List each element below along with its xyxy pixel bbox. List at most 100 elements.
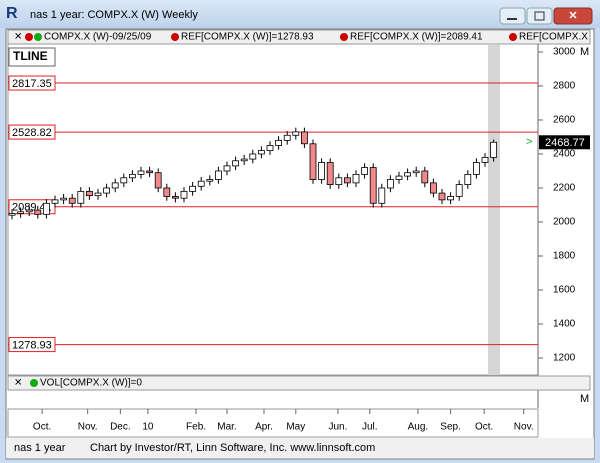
candle-body <box>34 209 42 215</box>
y-tick-label: 2000 <box>553 217 576 228</box>
ref-label-box <box>8 124 56 140</box>
x-tick-label: 10 <box>142 422 154 433</box>
candle-body <box>25 209 33 213</box>
cursor-band <box>488 45 500 375</box>
candle-body <box>481 156 489 163</box>
candle-body <box>300 131 308 145</box>
candle-body <box>17 211 25 214</box>
y-tick-label: 1400 <box>553 319 576 330</box>
candle-body <box>154 172 162 189</box>
maximize-icon <box>534 11 545 21</box>
last-price-arrow: > <box>526 136 532 148</box>
x-tick-label: Mar. <box>217 422 236 433</box>
x-tick-label: Apr. <box>255 422 273 433</box>
candle-body <box>386 179 394 189</box>
candle-body <box>378 187 386 204</box>
pane-button[interactable]: M <box>580 46 589 58</box>
candle-body <box>318 162 326 180</box>
maximize-button[interactable] <box>526 7 553 25</box>
legend-dot <box>171 33 179 41</box>
candle-body <box>163 187 171 197</box>
candle-body <box>283 134 291 141</box>
plot-area <box>7 43 539 376</box>
candle-body <box>197 180 205 187</box>
x-tick-label: Jul. <box>362 422 378 433</box>
candle-body <box>412 170 420 174</box>
candle-body <box>421 170 429 184</box>
candle-body <box>490 141 498 158</box>
candle-body <box>94 192 102 197</box>
status-text: Chart by Investor/RT, Linn Software, Inc… <box>90 442 375 454</box>
candle-body <box>464 173 472 185</box>
y-tick-label: 1800 <box>553 251 576 262</box>
y-tick-label: 3000 <box>553 47 576 58</box>
candle-body <box>146 170 154 174</box>
x-tick-label: Oct. <box>33 422 51 433</box>
candle-body <box>240 158 248 162</box>
y-tick-label: 2200 <box>553 183 576 194</box>
candle-body <box>189 185 197 192</box>
legend-entry: REF[COMPX.X (W)]=2089.41 <box>350 32 483 43</box>
legend-dot <box>30 379 38 387</box>
candle-body <box>343 177 351 184</box>
candle-body <box>266 145 274 151</box>
legend-dot <box>34 33 42 41</box>
window-title: nas 1 year: COMPX.X (W) Weekly <box>30 9 198 21</box>
legend-entry: REF[COMPX.X ( <box>519 32 595 43</box>
candle-body <box>438 192 446 201</box>
candle-body <box>214 170 222 180</box>
candle-body <box>223 165 231 172</box>
close-icon: ✕ <box>568 10 577 22</box>
x-tick-label: Aug. <box>408 422 429 433</box>
candle-body <box>257 150 265 155</box>
ref-label: 2528.82 <box>12 127 52 139</box>
candle-body <box>103 187 110 194</box>
candle-body <box>447 196 455 201</box>
minimize-button[interactable] <box>499 7 526 25</box>
candle-body <box>8 213 16 216</box>
pane-button[interactable]: M <box>580 393 589 405</box>
legend-dot <box>340 33 348 41</box>
candle-body <box>137 170 145 175</box>
candle-body <box>395 175 403 180</box>
candle-body <box>111 182 119 189</box>
y-tick-label: 2600 <box>553 115 576 126</box>
x-tick-label: May <box>286 422 305 433</box>
candle-body <box>429 182 437 194</box>
candle-body <box>232 160 240 167</box>
legend-entry: REF[COMPX.X (W)]=1278.93 <box>181 32 314 43</box>
status-left: nas 1 year <box>14 442 66 454</box>
pane-close[interactable]: ✕ <box>14 378 22 389</box>
candle-body <box>120 177 128 184</box>
y-tick-label: 1200 <box>553 353 576 364</box>
last-price-label: 2468.77 <box>545 137 585 149</box>
app-icon: R <box>6 5 18 22</box>
x-tick-label: Oct. <box>475 422 493 433</box>
candle-body <box>77 190 85 204</box>
candle-body <box>43 202 50 215</box>
legend-dot <box>25 33 33 41</box>
candle-body <box>128 173 136 179</box>
pane-close[interactable]: ✕ <box>14 32 22 43</box>
close-button[interactable] <box>553 7 593 25</box>
y-tick-label: 2400 <box>553 149 576 160</box>
candle-body <box>275 139 283 146</box>
candle-body <box>51 199 59 204</box>
candle-body <box>180 190 188 199</box>
ref-label: 2089.41 <box>12 202 52 214</box>
y-tick-label: 1600 <box>553 285 576 296</box>
x-tick-label: Dec. <box>110 422 131 433</box>
x-axis-strip <box>7 408 539 438</box>
candle-body <box>455 184 463 197</box>
tline-label: TLINE <box>13 49 48 63</box>
ref-label-box <box>8 75 56 91</box>
candle-body <box>472 162 480 175</box>
candle-body <box>86 190 93 197</box>
candle-body <box>171 196 179 199</box>
candle-body <box>404 172 412 177</box>
candle-body <box>352 173 360 184</box>
x-tick-label: Nov. <box>78 422 98 433</box>
ref-label-box <box>8 337 56 353</box>
volume-label: VOL[COMPX.X (W)]=0 <box>40 378 142 389</box>
candle-body <box>326 162 334 185</box>
